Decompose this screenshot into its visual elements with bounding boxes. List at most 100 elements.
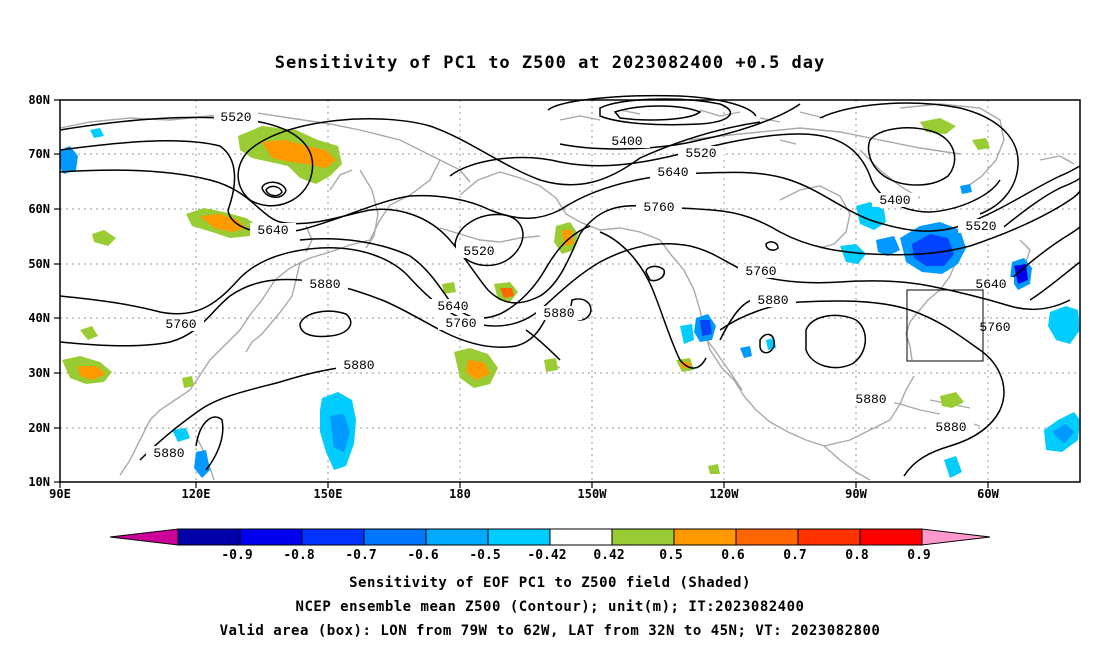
map-panel: 5520 5400 5520 5640 5760 5400 5520 5640 … [28, 93, 1081, 501]
colorbar-low-triangle [109, 528, 179, 546]
lat-label: 70N [28, 147, 50, 161]
contour-label: 5520 [220, 110, 251, 125]
colorbar-label: 0.5 [659, 548, 682, 563]
lon-label: 120E [182, 487, 211, 501]
contour-label: 5760 [745, 264, 776, 279]
colorbar-high-triangle [921, 528, 991, 546]
lat-labels: 80N 70N 60N 50N 40N 30N 20N 10N [28, 93, 50, 489]
caption-line-3: Valid area (box): LON from 79W to 62W, L… [220, 623, 881, 639]
contour-label: 5760 [643, 200, 674, 215]
lat-label: 20N [28, 421, 50, 435]
map-background [60, 100, 1080, 482]
positive-patch [182, 376, 194, 388]
positive-patch [80, 326, 98, 340]
lon-label: 180 [449, 487, 471, 501]
lon-labels: 90E 120E 150E 180 150W 120W 90W 60W [49, 487, 999, 501]
positive-patch [442, 282, 456, 294]
contour-label: 5520 [685, 146, 716, 161]
lat-label: 50N [28, 257, 50, 271]
lat-label: 60N [28, 202, 50, 216]
contour-label: 5880 [935, 420, 966, 435]
colorbar-label: -0.42 [527, 548, 566, 563]
positive-patch [262, 140, 336, 168]
colorbar-label: 0.42 [593, 548, 624, 563]
lat-label: 30N [28, 366, 50, 380]
colorbar-swatch [735, 528, 799, 546]
contour-label: 5400 [879, 193, 910, 208]
colorbar-swatch [177, 528, 241, 546]
colorbar: -0.9 -0.8 -0.7 -0.6 -0.5 -0.42 0.42 0.5 0.6 0.7 0.… [109, 528, 991, 563]
positive-patch [544, 358, 558, 372]
colorbar-label: 0.6 [721, 548, 745, 563]
ticks [54, 99, 989, 488]
lon-label: 60W [977, 487, 999, 501]
contour-label: 5520 [463, 244, 494, 259]
negative-patch [840, 244, 866, 264]
lon-label: 150W [578, 487, 608, 501]
negative-patch [1014, 264, 1028, 284]
contour-label: 5640 [975, 277, 1006, 292]
negative-patch [330, 414, 350, 452]
negative-patch [700, 320, 712, 336]
contour-label: 5880 [309, 277, 340, 292]
positive-patch [708, 464, 720, 474]
colorbar-swatch [239, 528, 303, 546]
colorbar-swatch [797, 528, 861, 546]
lon-label: 90E [49, 487, 71, 501]
negative-patch [60, 146, 78, 174]
lon-label: 120W [710, 487, 740, 501]
negative-patch [1048, 306, 1080, 344]
colorbar-swatch [549, 528, 613, 546]
lat-label: 80N [28, 93, 50, 107]
contour-label: 5760 [979, 320, 1010, 335]
colorbar-label: -0.8 [283, 548, 314, 563]
contour-label: 5640 [257, 223, 288, 238]
contour-label: 5760 [165, 317, 196, 332]
colorbar-label: 0.9 [907, 548, 930, 563]
colorbar-label: 0.8 [845, 548, 869, 563]
contour-label: 5880 [855, 392, 886, 407]
positive-patch [200, 214, 246, 232]
colorbar-swatch [487, 528, 551, 546]
lon-label: 90W [845, 487, 867, 501]
positive-patch [466, 360, 490, 380]
negative-patch [680, 324, 694, 344]
positive-patch [972, 138, 990, 150]
valid-area-box [906, 289, 984, 362]
lat-label: 10N [28, 475, 50, 489]
map-border [59, 99, 1081, 483]
colorbar-label: 0.7 [783, 548, 806, 563]
negative-patch [740, 346, 752, 358]
negative-patch [1052, 424, 1074, 444]
colorbar-label: -0.7 [345, 548, 376, 563]
colorbar-swatch [859, 528, 923, 546]
contour-label: 5880 [343, 358, 374, 373]
colorbar-label: -0.9 [221, 548, 252, 563]
z500-contours [59, 94, 1081, 477]
sensitivity-shading [60, 118, 1080, 478]
positive-patch [940, 392, 964, 408]
coastlines [59, 103, 1075, 481]
negative-patch [90, 128, 104, 138]
colorbar-swatch [363, 528, 427, 546]
colorbar-swatch [611, 528, 675, 546]
colorbar-swatch [425, 528, 489, 546]
negative-patch [912, 234, 954, 266]
negative-patch [960, 184, 972, 194]
colorbar-label: -0.6 [407, 548, 438, 563]
contour-label: 5400 [611, 134, 642, 149]
contour-label: 5880 [153, 446, 184, 461]
positive-patch [78, 366, 106, 380]
positive-patch [92, 230, 116, 246]
contour-label: 5760 [445, 316, 476, 331]
colorbar-swatch [673, 528, 737, 546]
lat-label: 40N [28, 311, 50, 325]
contour-label: 5880 [757, 293, 788, 308]
colorbar-label: -0.5 [469, 548, 500, 563]
lon-label: 150E [314, 487, 343, 501]
contour-label: 5640 [437, 299, 468, 314]
graticule [60, 100, 1080, 482]
negative-patch [172, 428, 190, 442]
negative-patch [876, 236, 900, 256]
